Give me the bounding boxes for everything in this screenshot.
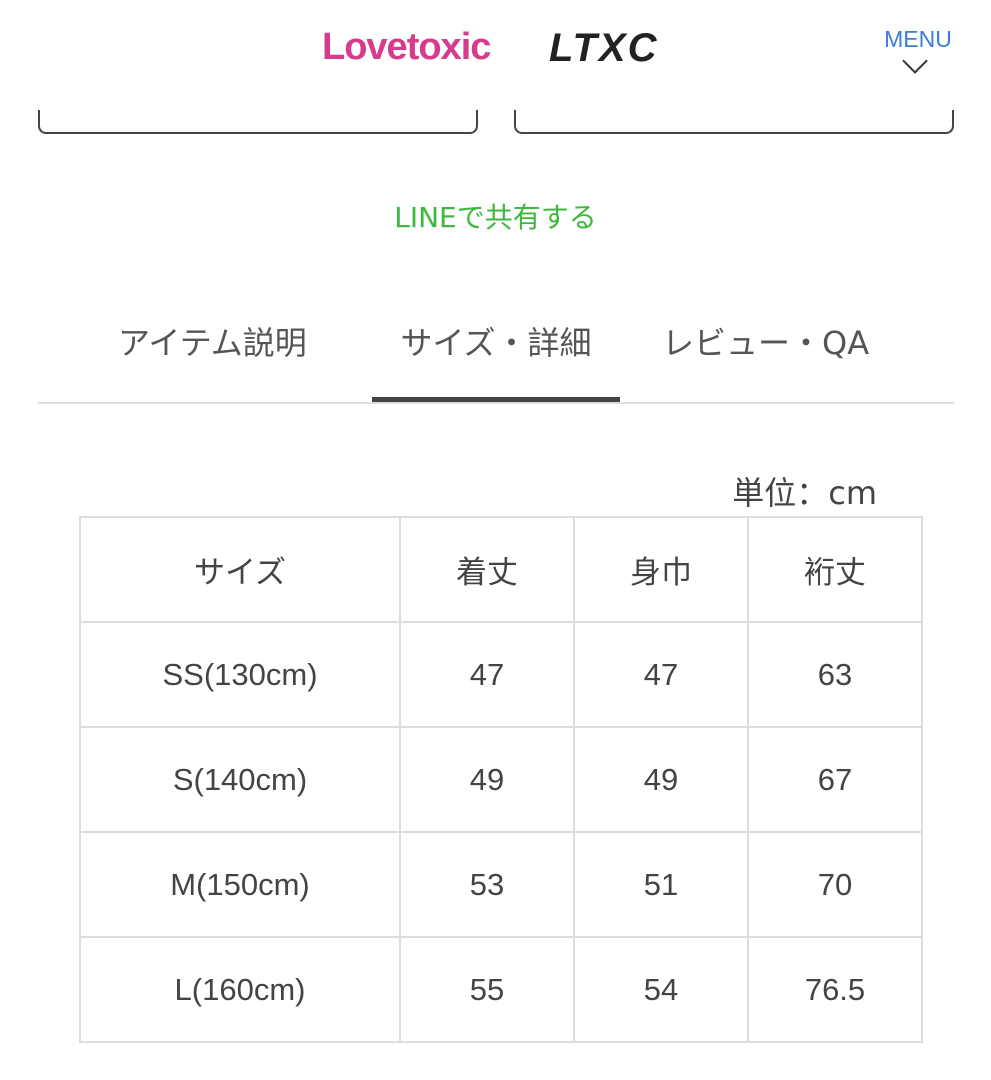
tab-bar: アイテム説明 サイズ・詳細 レビュー・QA bbox=[38, 318, 954, 404]
line-share-link[interactable]: LINEで共有する bbox=[394, 201, 597, 234]
cell: 51 bbox=[573, 831, 749, 938]
cell: 55 bbox=[399, 936, 575, 1043]
button-box-left[interactable] bbox=[38, 110, 478, 134]
cell: 47 bbox=[399, 621, 575, 728]
table-row: L(160cm) 55 54 76.5 bbox=[79, 936, 923, 1043]
cell: 47 bbox=[573, 621, 749, 728]
button-box-right[interactable] bbox=[514, 110, 954, 134]
size-table: サイズ 着丈 身巾 裄丈 SS(130cm) 47 47 63 S(140cm) 49 4… bbox=[79, 516, 923, 1043]
lovetoxic-logo[interactable]: Lovetoxic bbox=[322, 26, 491, 68]
cell: 76.5 bbox=[747, 936, 923, 1043]
menu-button[interactable]: MENU bbox=[884, 26, 952, 52]
cell: SS(130cm) bbox=[79, 621, 401, 728]
tab-item-description[interactable]: アイテム説明 bbox=[118, 324, 307, 362]
table-row: SS(130cm) 47 47 63 bbox=[79, 621, 923, 728]
tab-size-details[interactable]: サイズ・詳細 bbox=[372, 318, 620, 402]
cell: 70 bbox=[747, 831, 923, 938]
header-cell: サイズ bbox=[79, 516, 401, 623]
table-row: M(150cm) 53 51 70 bbox=[79, 831, 923, 938]
header-cell: 身巾 bbox=[573, 516, 749, 623]
cell: 63 bbox=[747, 621, 923, 728]
cell: 53 bbox=[399, 831, 575, 938]
header-cell: 裄丈 bbox=[747, 516, 923, 623]
cell: 49 bbox=[399, 726, 575, 833]
table-header-row: サイズ 着丈 身巾 裄丈 bbox=[79, 516, 923, 623]
cell: 54 bbox=[573, 936, 749, 1043]
unit-label: 単位：cm bbox=[732, 474, 877, 512]
table-row: S(140cm) 49 49 67 bbox=[79, 726, 923, 833]
tab-review-qa[interactable]: レビュー・QA bbox=[662, 324, 870, 362]
header-cell: 着丈 bbox=[399, 516, 575, 623]
ltxc-logo[interactable]: LTXC bbox=[549, 26, 659, 70]
cell: S(140cm) bbox=[79, 726, 401, 833]
cell: L(160cm) bbox=[79, 936, 401, 1043]
cell: 67 bbox=[747, 726, 923, 833]
cell: 49 bbox=[573, 726, 749, 833]
cell: M(150cm) bbox=[79, 831, 401, 938]
